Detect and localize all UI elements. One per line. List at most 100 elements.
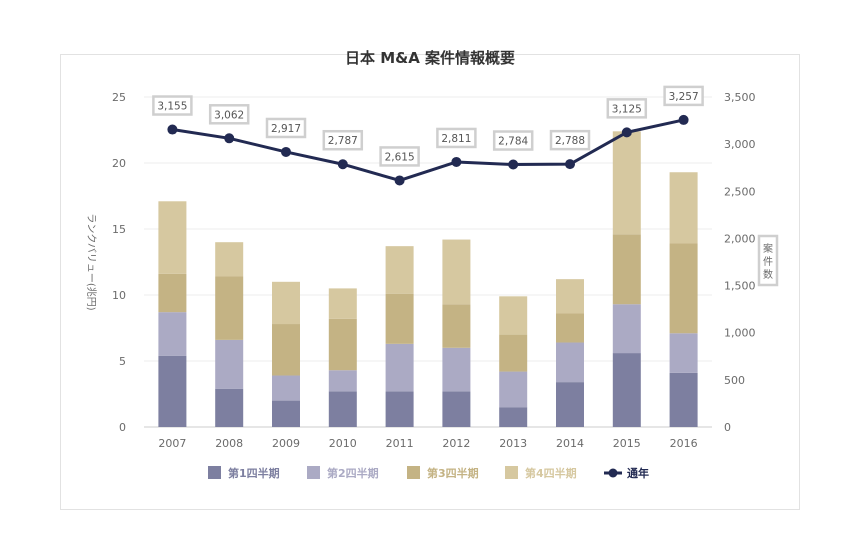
bar-segment <box>385 293 414 344</box>
line-series <box>167 114 689 186</box>
line-point <box>678 114 689 125</box>
data-label: 2,811 <box>441 133 471 145</box>
bar-segment <box>442 239 471 305</box>
bar-segment <box>272 281 300 325</box>
bar-segment <box>328 288 357 319</box>
bar-segment <box>669 333 698 373</box>
bar-segment <box>158 201 187 274</box>
bar-segment <box>499 334 528 372</box>
line-point <box>394 175 405 186</box>
y2-tick-label: 500 <box>724 374 745 387</box>
legend: 第1四半期 第2四半期 第3四半期 第4四半期 通年 <box>208 466 649 480</box>
data-label-box <box>436 127 477 149</box>
x-tick-label: 2007 <box>158 437 186 450</box>
line-point <box>167 124 178 135</box>
bar-segment <box>442 347 471 392</box>
bar-segment <box>272 324 300 376</box>
bar-segment <box>215 242 244 277</box>
y2-axis-title-char: 案 <box>763 242 773 255</box>
bar-segment <box>158 273 187 313</box>
bar-segment <box>158 355 187 427</box>
x-tick-label: 2013 <box>499 437 527 450</box>
bar-segment <box>556 342 584 383</box>
data-labels: 3,155 3,062 2,917 2,787 2,615 2,811 2,784 2,788… <box>152 85 704 167</box>
bar-segment <box>272 375 300 401</box>
bar-segment <box>669 243 698 334</box>
legend-swatch <box>208 466 221 479</box>
bar-segment <box>442 304 471 348</box>
bar-segment <box>385 391 414 427</box>
data-label: 2,615 <box>385 151 415 163</box>
x-tick-label: 2016 <box>670 437 698 450</box>
bar-segment <box>215 388 244 427</box>
bar-series <box>158 131 698 427</box>
data-label: 2,917 <box>271 123 301 135</box>
y2-tick-label: 0 <box>724 421 731 434</box>
y2-tick-label: 3,000 <box>724 138 756 151</box>
data-label: 2,787 <box>328 135 358 147</box>
bar-segment <box>215 339 244 389</box>
x-tick-label: 2015 <box>613 437 641 450</box>
bar-segment <box>499 371 528 408</box>
bar-segment <box>499 296 528 335</box>
legend-label: 第4四半期 <box>525 466 577 480</box>
legend-swatch <box>505 466 518 479</box>
data-label-box <box>265 117 307 139</box>
bar-segment <box>499 407 528 427</box>
y-axis-label: ランクバリュー(兆円) <box>85 213 97 310</box>
bar-segment <box>612 304 641 354</box>
bar-segment <box>385 246 414 294</box>
axis-ticks: 0 5 10 15 20 25 0 500 1,000 1,500 2,000 2,500 3,000 3… <box>112 91 756 450</box>
data-label: 2,784 <box>498 136 528 148</box>
y2-tick-label: 2,500 <box>724 185 756 198</box>
data-label-box <box>606 98 648 119</box>
line-point <box>451 156 462 167</box>
bar-segment <box>612 353 641 427</box>
y-tick-label: 15 <box>112 223 126 236</box>
data-label-box <box>663 85 704 107</box>
y-tick-label: 0 <box>119 421 126 434</box>
legend-label: 第1四半期 <box>228 466 280 480</box>
line-point <box>621 127 632 138</box>
bar-segment <box>612 234 641 305</box>
data-label: 2,788 <box>555 135 585 147</box>
data-label-box <box>379 146 420 167</box>
y2-axis-title-char: 数 <box>763 268 773 281</box>
data-label-box <box>492 130 534 151</box>
x-tick-label: 2008 <box>215 437 243 450</box>
legend-swatch <box>407 466 420 479</box>
bar-segment <box>556 313 584 343</box>
bar-segment <box>328 391 357 427</box>
y-tick-label: 25 <box>112 91 126 104</box>
bar-segment <box>385 343 414 392</box>
x-tick-label: 2009 <box>272 437 300 450</box>
y2-axis-label: 案件数 <box>757 234 779 287</box>
bar-segment <box>612 131 641 235</box>
y2-axis-title-char: 件 <box>763 256 773 268</box>
bar-segment <box>556 382 584 427</box>
line-point <box>337 159 348 170</box>
bar-segment <box>158 312 187 356</box>
y2-tick-label: 2,000 <box>724 232 756 245</box>
x-tick-label: 2012 <box>442 437 470 450</box>
legend-swatch <box>307 466 320 479</box>
line-point <box>508 159 519 170</box>
data-label-box <box>208 104 250 125</box>
line-path <box>172 118 684 182</box>
data-label-box <box>322 129 364 151</box>
line-point <box>565 159 575 170</box>
y2-axis-title-box <box>757 234 779 287</box>
y2-tick-label: 1,500 <box>724 280 756 293</box>
bar-segment <box>328 370 357 392</box>
y-axis-title: ランクバリュー(兆円) <box>85 213 97 310</box>
y2-tick-label: 1,000 <box>724 327 756 340</box>
y-tick-label: 5 <box>119 355 126 368</box>
bar-segment <box>215 276 244 340</box>
bar-segment <box>669 172 698 244</box>
bar-segment <box>556 279 584 314</box>
bar-segment <box>442 391 471 427</box>
bar-segment <box>328 318 357 371</box>
line-point <box>224 133 235 144</box>
data-label: 3,155 <box>157 101 187 113</box>
x-tick-label: 2010 <box>329 437 357 450</box>
